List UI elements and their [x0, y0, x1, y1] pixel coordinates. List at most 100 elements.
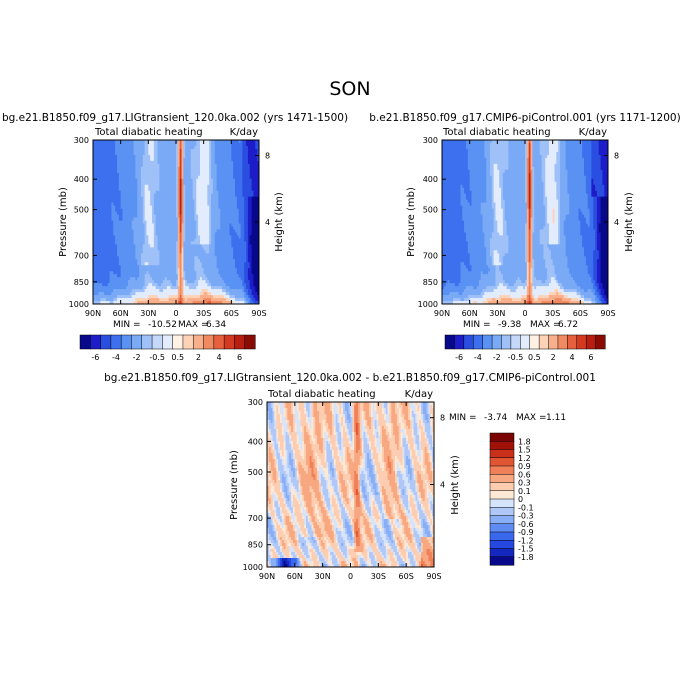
contour-cell: [174, 250, 177, 254]
contour-cell: [105, 169, 109, 174]
contour-cell: [152, 265, 155, 269]
contour-cell: [176, 301, 179, 305]
contour-cell: [128, 140, 131, 144]
contour-cell: [140, 241, 144, 245]
contour-cell: [96, 181, 99, 186]
contour-cell: [139, 193, 142, 198]
contour-cell: [107, 169, 110, 174]
contour-cell: [161, 226, 164, 230]
contour-cell: [120, 277, 123, 281]
contour-cell: [116, 226, 120, 230]
contour-cell: [133, 196, 136, 201]
contour-cell: [98, 259, 101, 263]
contour-cell: [126, 172, 129, 177]
contour-cell: [122, 196, 125, 201]
contour-cell: [113, 193, 116, 198]
contour-cell: [94, 262, 98, 266]
contour-cell: [135, 289, 138, 293]
contour-cell: [109, 214, 112, 218]
contour-cell: [122, 140, 125, 144]
contour-cell: [163, 205, 166, 209]
contour-cell: [111, 193, 114, 198]
contour-cell: [144, 241, 147, 245]
contour-cell: [135, 244, 138, 248]
contour-cell: [153, 208, 157, 212]
contour-cell: [116, 205, 120, 209]
contour-cell: [105, 283, 109, 287]
contour-cell: [104, 253, 107, 257]
contour-cell: [168, 265, 171, 269]
contour-cell: [111, 271, 114, 275]
contour-cell: [153, 148, 157, 153]
contour-cell: [177, 199, 181, 204]
contour-cell: [100, 160, 103, 165]
contour-cell: [172, 265, 175, 269]
contour-cell: [155, 199, 158, 204]
contour-cell: [163, 262, 166, 266]
contour-cell: [126, 145, 129, 150]
contour-cell: [109, 229, 112, 233]
contour-cell: [159, 199, 162, 204]
contour-cell: [153, 175, 157, 180]
contour-cell: [98, 142, 101, 147]
contour-cell: [107, 148, 110, 153]
contour-cell: [163, 187, 166, 192]
contour-cell: [129, 166, 133, 171]
contour-cell: [118, 142, 122, 147]
contour-cell: [164, 241, 168, 245]
contour-cell: [100, 178, 103, 183]
contour-cell: [107, 235, 110, 239]
contour-cell: [111, 217, 114, 221]
contour-cell: [111, 151, 114, 156]
contour-cell: [102, 187, 105, 192]
contour-cell: [155, 157, 158, 162]
contour-cell: [176, 166, 179, 171]
contour-cell: [139, 202, 142, 206]
contour-cell: [177, 280, 181, 284]
contour-cell: [118, 151, 122, 156]
contour-cell: [133, 169, 136, 174]
contour-cell: [107, 211, 110, 215]
contour-cell: [111, 289, 114, 293]
contour-cell: [148, 283, 151, 287]
contour-cell: [120, 292, 123, 296]
contour-cell: [129, 160, 133, 165]
contour-cell: [157, 154, 160, 159]
contour-cell: [128, 232, 131, 236]
contour-cell: [174, 166, 177, 171]
contour-cell: [118, 220, 122, 224]
contour-cell: [105, 268, 109, 272]
contour-cell: [107, 298, 110, 302]
contour-cell: [148, 223, 151, 227]
contour-cell: [96, 199, 99, 204]
contour-cell: [168, 256, 171, 260]
contour-cell: [104, 199, 107, 204]
contour-cell: [129, 235, 133, 239]
contour-cell: [111, 220, 114, 224]
contour-cell: [168, 259, 171, 263]
contour-cell: [157, 271, 160, 275]
contour-cell: [164, 292, 168, 296]
contour-cell: [159, 166, 162, 171]
contour-cell: [104, 140, 107, 144]
contour-cell: [116, 289, 120, 293]
contour-cell: [111, 259, 114, 263]
contour-cell: [161, 181, 164, 186]
contour-cell: [140, 190, 144, 195]
contour-cell: [131, 199, 134, 204]
contour-cell: [164, 274, 168, 278]
contour-cell: [161, 196, 164, 201]
contour-cell: [98, 181, 101, 186]
contour-cell: [124, 163, 127, 168]
contour-cell: [148, 208, 151, 212]
contour-cell: [113, 271, 116, 275]
contour-cell: [168, 289, 171, 293]
contour-cell: [140, 286, 144, 290]
contour-cell: [177, 160, 181, 165]
contour-cell: [177, 253, 181, 257]
contour-cell: [118, 250, 122, 254]
contour-cell: [93, 289, 96, 293]
contour-cell: [137, 295, 140, 299]
contour-cell: [168, 178, 171, 183]
contour-cell: [111, 175, 114, 180]
